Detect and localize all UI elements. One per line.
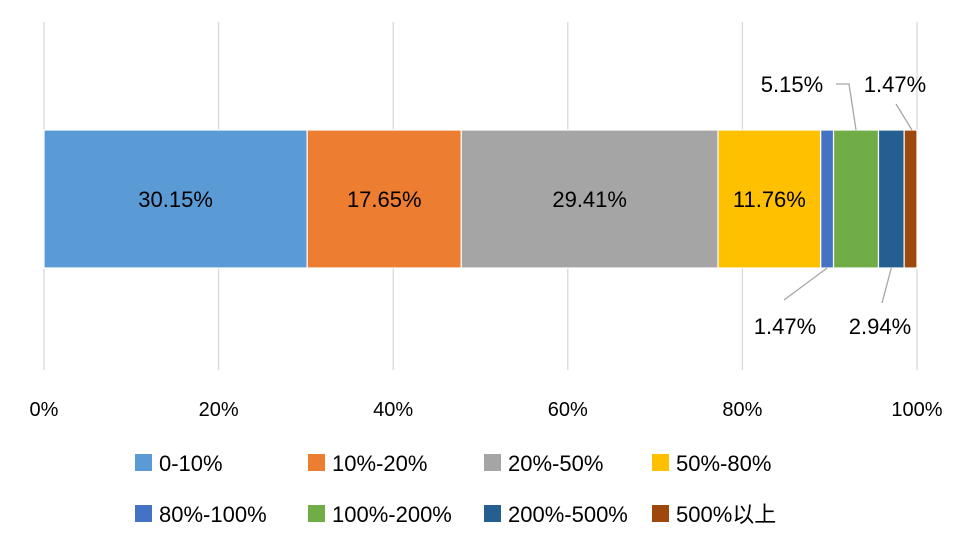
x-axis-ticks: 0% 20% 40% 60% 80% 100% (30, 399, 943, 421)
legend-item: 50%-80% (652, 451, 771, 476)
legend-item: 500%以上 (652, 502, 776, 527)
data-label: 1.47% (864, 72, 926, 97)
legend-swatch (484, 454, 501, 471)
leader-line (836, 83, 857, 131)
data-label: 2.94% (849, 314, 911, 339)
data-label: 5.15% (761, 72, 823, 97)
legend-item: 20%-50% (484, 451, 603, 476)
legend-label: 500%以上 (676, 502, 776, 527)
legend-item: 200%-500% (484, 502, 628, 527)
x-tick-label: 100% (891, 399, 942, 421)
bar-segment (877, 129, 905, 269)
legend-label: 50%-80% (676, 451, 771, 476)
leader-line (783, 267, 828, 301)
legend-label: 100%-200% (332, 502, 452, 527)
bar-segment (460, 129, 719, 269)
legend-item: 100%-200% (308, 502, 452, 527)
legend-swatch (135, 505, 152, 522)
legend-label: 0-10% (159, 451, 223, 476)
x-tick-label: 80% (722, 399, 762, 421)
data-label: 17.65% (347, 187, 422, 212)
x-tick-label: 20% (199, 399, 239, 421)
legend-swatch (652, 454, 669, 471)
x-tick-label: 60% (548, 399, 588, 421)
legend-swatch (484, 505, 501, 522)
legend-item: 0-10% (135, 451, 223, 476)
x-tick-label: 0% (30, 399, 59, 421)
legend-label: 20%-50% (508, 451, 603, 476)
data-labels: 30.15% 17.65% 29.41% 11.76% 1.47% 5.15% 2.94% 1… (138, 72, 926, 339)
data-label: 1.47% (754, 314, 816, 339)
legend: 0-10% 10%-20% 20%-50% 50%-80% 80%-100% 100%-2… (135, 451, 776, 527)
leader-lines (783, 83, 913, 304)
legend-label: 10%-20% (332, 451, 427, 476)
legend-swatch (135, 454, 152, 471)
legend-label: 200%-500% (508, 502, 628, 527)
x-tick-label: 40% (373, 399, 413, 421)
leader-line (881, 267, 892, 304)
bar-segments (43, 129, 918, 269)
legend-swatch (652, 505, 669, 522)
bar-segment (43, 129, 308, 269)
legend-item: 80%-100% (135, 502, 267, 527)
data-label: 29.41% (552, 187, 627, 212)
legend-swatch (308, 505, 325, 522)
bar-segment (832, 129, 880, 269)
leader-line (895, 103, 913, 131)
bar-segment (820, 129, 835, 269)
bar-segment (903, 129, 918, 269)
bar-segment (717, 129, 822, 269)
data-label: 30.15% (138, 187, 213, 212)
legend-swatch (308, 454, 325, 471)
legend-item: 10%-20% (308, 451, 427, 476)
legend-label: 80%-100% (159, 502, 267, 527)
data-label: 11.76% (733, 187, 806, 212)
